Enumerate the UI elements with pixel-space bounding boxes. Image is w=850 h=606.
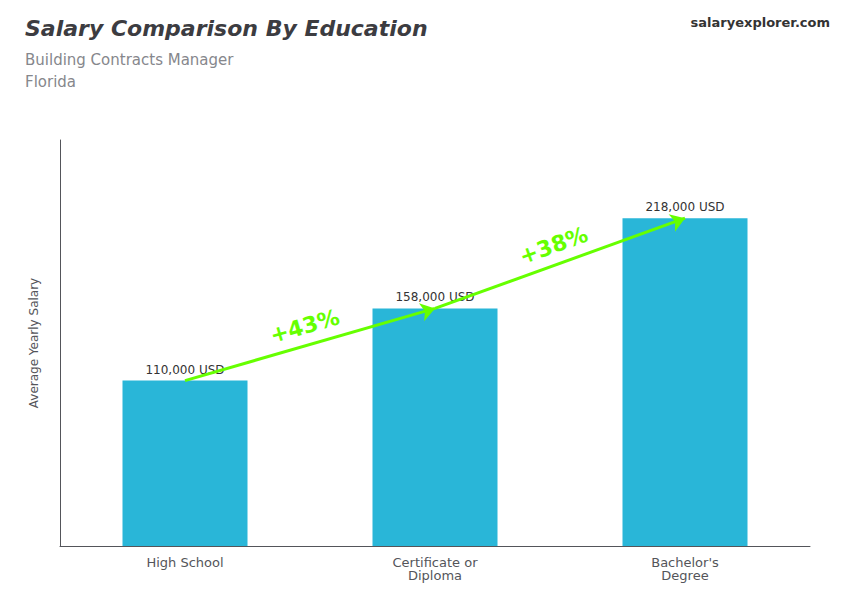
- svg-text:Building Contracts Manager: Building Contracts Manager: [25, 51, 234, 69]
- svg-text:+38%: +38%: [516, 222, 591, 270]
- svg-text:218,000 USD: 218,000 USD: [645, 200, 724, 214]
- svg-text:Diploma: Diploma: [408, 568, 462, 583]
- svg-text:Florida: Florida: [25, 73, 76, 91]
- svg-text:Degree: Degree: [661, 568, 708, 583]
- svg-text:Certificate or: Certificate or: [392, 555, 478, 570]
- svg-text:Average Yearly Salary: Average Yearly Salary: [27, 278, 41, 408]
- svg-text:Bachelor's: Bachelor's: [651, 555, 719, 570]
- svg-text:salaryexplorer.com: salaryexplorer.com: [691, 15, 830, 30]
- svg-text:Salary Comparison By Education: Salary Comparison By Education: [25, 16, 428, 41]
- svg-text:110,000 USD: 110,000 USD: [145, 363, 224, 377]
- svg-text:158,000 USD: 158,000 USD: [395, 290, 475, 305]
- svg-text:High School: High School: [146, 555, 223, 570]
- svg-text:+43%: +43%: [267, 304, 342, 348]
